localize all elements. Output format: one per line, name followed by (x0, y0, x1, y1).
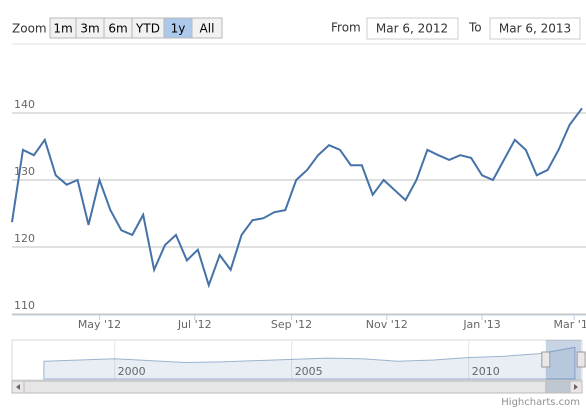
credits[interactable]: Highcharts.com (501, 397, 580, 408)
navigator-area (43, 346, 576, 380)
range-button-label[interactable]: YTD (135, 22, 160, 36)
price-line (11, 107, 583, 289)
to-label: To (468, 21, 482, 35)
x-tick-label: Sep '12 (271, 318, 312, 331)
range-button-label[interactable]: All (200, 22, 215, 36)
x-tick-label: Jul '12 (177, 318, 212, 331)
navigator-handle[interactable] (541, 351, 551, 368)
y-tick-label: 120 (14, 232, 35, 245)
navigator-tick-label: 2010 (472, 365, 500, 378)
from-label: From (331, 21, 361, 35)
y-tick-label: 130 (14, 165, 35, 178)
x-tick-label: Mar '13 (554, 318, 586, 331)
range-button[interactable] (191, 17, 223, 39)
navigator-tick-label: 2000 (118, 365, 146, 378)
range-button-label[interactable]: 6m (108, 22, 127, 36)
x-tick-label: Jan '13 (462, 318, 500, 331)
to-input[interactable] (489, 17, 581, 40)
navigator-mask (545, 340, 582, 380)
x-tick-label: Nov '12 (366, 318, 408, 331)
x-tick-label: May '12 (78, 318, 121, 331)
navigator-handle[interactable] (576, 351, 586, 368)
navigator-tick-label: 2005 (295, 365, 323, 378)
range-button-label[interactable]: 1y (171, 22, 186, 36)
range-button-label[interactable]: 3m (80, 22, 99, 36)
from-input[interactable] (366, 17, 459, 40)
y-tick-label: 140 (14, 98, 35, 111)
navigator-frame (11, 339, 583, 381)
range-button-label[interactable]: 1m (53, 22, 72, 36)
y-tick-label: 110 (14, 299, 35, 312)
arrow-left (16, 384, 20, 390)
to-value[interactable]: Mar 6, 2013 (499, 22, 571, 36)
from-value[interactable]: Mar 6, 2012 (376, 22, 448, 36)
scrollbar[interactable] (11, 380, 583, 394)
zoom-label: Zoom (12, 22, 47, 36)
arrow-right (574, 384, 578, 390)
